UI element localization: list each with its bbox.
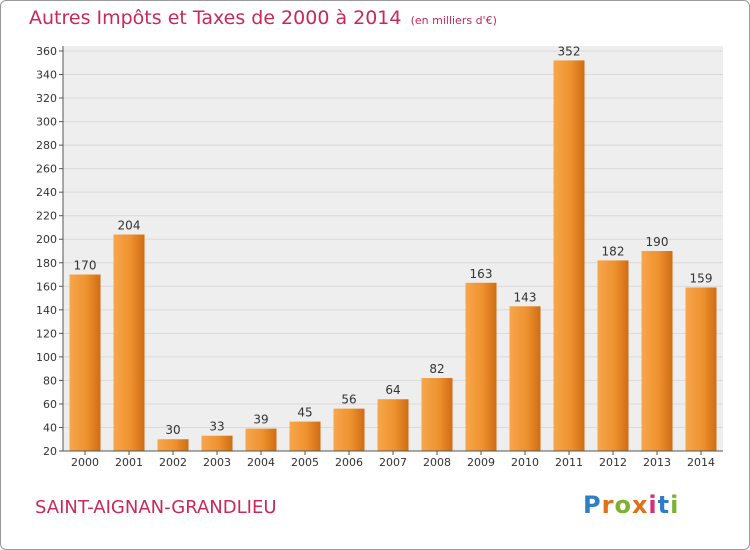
data-label: 33 [209, 420, 224, 434]
x-tick-label: 2002 [159, 456, 187, 469]
bar [509, 306, 541, 451]
x-tick-label: 2013 [643, 456, 671, 469]
bar [69, 274, 101, 451]
bar [113, 234, 145, 451]
x-tick-label: 2000 [71, 456, 99, 469]
x-tick-label: 2011 [555, 456, 583, 469]
bar [553, 60, 585, 451]
logo-letter: r [601, 491, 615, 519]
y-tick-label: 180 [36, 257, 57, 270]
x-tick-label: 2004 [247, 456, 275, 469]
bar [597, 260, 629, 451]
logo-letter: i [670, 491, 680, 519]
chart-title: Autres Impôts et Taxes de 2000 à 2014 [29, 7, 402, 29]
x-tick-label: 2009 [467, 456, 495, 469]
y-tick-label: 200 [36, 233, 57, 246]
y-tick-label: 80 [43, 374, 57, 387]
logo-letter: o [614, 491, 632, 519]
bar [377, 399, 409, 451]
data-label: 143 [514, 290, 537, 304]
data-label: 163 [470, 267, 493, 281]
x-tick-label: 2010 [511, 456, 539, 469]
x-tick-label: 2007 [379, 456, 407, 469]
bar [245, 428, 277, 451]
data-label: 39 [253, 413, 268, 427]
chart-subtitle: (en milliers d'€) [410, 14, 497, 27]
y-tick-label: 160 [36, 280, 57, 293]
y-tick-label: 60 [43, 398, 57, 411]
data-label: 190 [646, 235, 669, 249]
y-tick-label: 240 [36, 186, 57, 199]
y-tick-label: 320 [36, 92, 57, 105]
logo-letter: t [657, 491, 671, 519]
data-label: 56 [341, 393, 356, 407]
bar [465, 282, 497, 451]
y-tick-label: 260 [36, 163, 57, 176]
bar [333, 408, 365, 451]
title-row: Autres Impôts et Taxes de 2000 à 2014 (e… [29, 7, 497, 29]
y-tick-label: 340 [36, 69, 57, 82]
place-name: SAINT-AIGNAN-GRANDLIEU [35, 497, 277, 518]
data-label: 45 [297, 406, 312, 420]
logo-letter: i [648, 491, 658, 519]
bar [289, 421, 321, 451]
x-tick-label: 2006 [335, 456, 363, 469]
data-label: 30 [165, 423, 180, 437]
y-tick-label: 360 [36, 45, 57, 58]
data-label: 170 [74, 259, 97, 273]
y-tick-label: 140 [36, 304, 57, 317]
bar [157, 439, 189, 451]
x-tick-label: 2014 [687, 456, 715, 469]
bar [685, 287, 717, 451]
data-label: 82 [429, 362, 444, 376]
data-label: 182 [602, 244, 625, 258]
x-tick-label: 2001 [115, 456, 143, 469]
y-tick-label: 40 [43, 421, 57, 434]
bar [201, 435, 233, 451]
y-tick-label: 220 [36, 210, 57, 223]
data-label: 159 [690, 271, 713, 285]
y-tick-label: 120 [36, 327, 57, 340]
x-tick-label: 2008 [423, 456, 451, 469]
proxiti-logo[interactable]: Proxiti [583, 491, 679, 519]
y-tick-label: 280 [36, 139, 57, 152]
data-label: 352 [558, 44, 581, 58]
y-tick-label: 300 [36, 116, 57, 129]
x-tick-label: 2012 [599, 456, 627, 469]
y-tick-label: 100 [36, 351, 57, 364]
x-tick-label: 2003 [203, 456, 231, 469]
x-tick-label: 2005 [291, 456, 319, 469]
logo-letter: P [583, 491, 602, 519]
bar [641, 251, 673, 451]
data-label: 64 [385, 383, 400, 397]
bar [421, 378, 453, 451]
y-tick-label: 20 [43, 445, 57, 458]
logo-letter: x [631, 491, 649, 519]
data-label: 204 [118, 219, 141, 233]
